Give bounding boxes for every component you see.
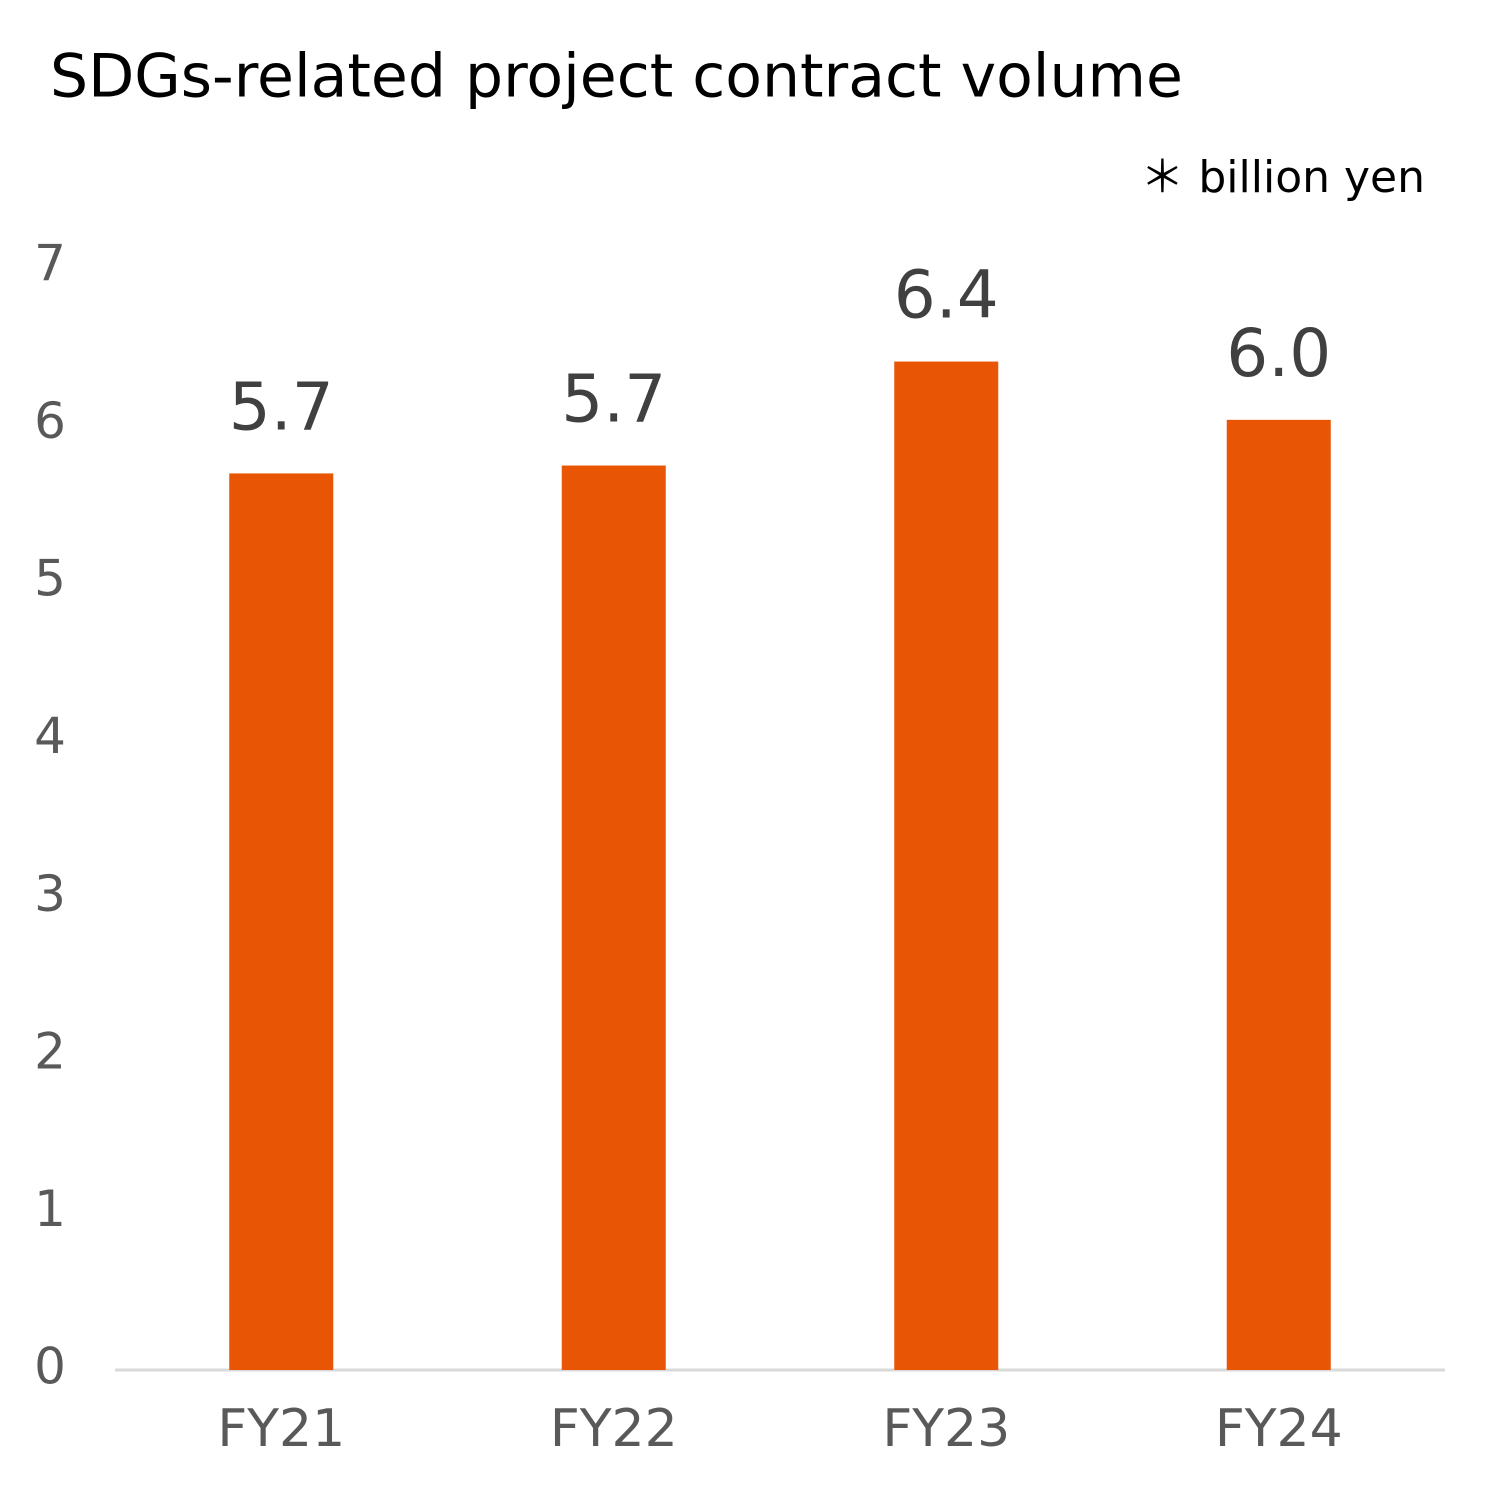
- bar: [561, 465, 666, 1370]
- data-label: 6.4: [894, 257, 999, 334]
- y-tick-label: 3: [34, 865, 66, 923]
- y-tick-label: 0: [34, 1338, 66, 1396]
- bar: [1226, 419, 1331, 1370]
- x-tick-label: FY24: [1215, 1399, 1343, 1459]
- data-label: 5.7: [561, 361, 666, 438]
- y-tick-label: 6: [34, 392, 66, 450]
- y-tick-label: 1: [34, 1180, 66, 1238]
- y-tick-label: 7: [34, 235, 66, 293]
- x-tick-label: FY21: [217, 1399, 345, 1459]
- bar: [894, 361, 999, 1370]
- y-tick-label: 4: [34, 707, 66, 765]
- data-label: 6.0: [1226, 315, 1331, 392]
- y-tick-label: 2: [34, 1022, 66, 1080]
- chart-title: SDGs-related project contract volume: [50, 42, 1183, 112]
- x-tick-label: FY22: [550, 1399, 678, 1459]
- chart-subtitle: ＊ billion yen: [1140, 152, 1425, 203]
- y-tick-label: 5: [34, 550, 66, 608]
- bar: [229, 473, 334, 1370]
- data-label: 5.7: [229, 368, 334, 445]
- x-tick-label: FY23: [882, 1399, 1010, 1459]
